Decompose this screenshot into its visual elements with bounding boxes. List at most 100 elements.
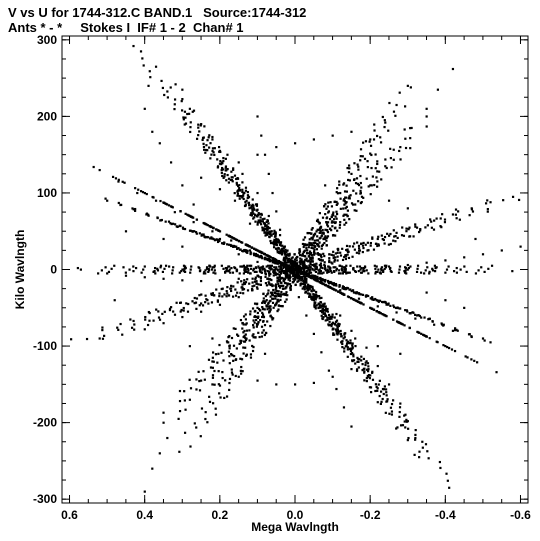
data-point [160,79,163,83]
data-point [430,226,433,229]
data-point [277,294,281,298]
data-point [259,216,262,219]
data-point [212,226,215,230]
data-point [295,263,298,266]
data-point [198,232,201,235]
data-point [371,378,375,381]
data-point [454,208,458,211]
data-point [223,241,226,244]
data-point [284,250,287,254]
data-point [214,413,218,416]
data-point [283,265,286,268]
data-point [211,138,214,141]
data-point [268,282,271,285]
data-point [230,371,234,374]
data-point [323,267,327,270]
data-point [183,431,187,434]
data-point [246,194,250,197]
data-point [352,359,356,362]
data-point [305,247,308,250]
data-point [290,269,293,272]
data-point [253,214,257,217]
data-point [307,252,311,255]
data-point [225,395,229,398]
data-point [358,358,361,361]
data-point [343,268,346,271]
data-point [235,245,238,248]
data-point [290,264,293,267]
data-point [321,307,325,310]
data-point [322,237,325,241]
data-point [374,297,377,301]
data-point [259,277,262,280]
data-point [302,272,305,275]
data-point [189,130,192,134]
data-point [79,268,82,271]
data-point [268,227,271,230]
data-point [293,253,296,256]
data-point [352,298,356,301]
data-point [375,310,378,313]
data-point [258,270,262,273]
data-point [313,274,316,277]
data-point [199,124,202,127]
data-point [326,235,330,238]
data-point [132,270,135,273]
data-point [278,228,282,231]
data-point [465,270,468,273]
data-point [266,270,269,273]
data-point [389,232,392,236]
data-point [251,281,254,284]
data-point [240,372,243,375]
data-point [244,318,247,321]
data-point [249,252,252,256]
data-point [255,315,258,318]
data-point [261,226,264,229]
data-point [172,266,175,269]
data-point [288,279,292,282]
data-point [470,358,473,361]
data-point [431,269,435,272]
data-point [182,264,186,267]
data-point [346,214,349,218]
data-point [143,265,146,268]
data-point [256,191,259,195]
data-point [414,317,417,320]
data-point [238,186,241,190]
data-point [184,266,187,270]
data-point [345,248,348,252]
data-point [343,347,346,350]
data-point [259,309,262,312]
data-point [182,306,185,310]
data-point [372,248,376,251]
data-point [204,272,207,275]
data-point [361,369,364,372]
data-point [382,238,385,242]
data-point [235,269,239,272]
data-point [426,450,429,453]
data-point [355,291,359,294]
data-point [405,272,408,275]
data-point [279,304,282,308]
data-point [269,241,273,245]
data-point [403,324,406,327]
data-point [457,210,460,213]
data-point [251,210,254,213]
data-point [379,390,383,393]
data-point [231,373,234,376]
data-point [283,292,286,295]
data-point [256,260,259,264]
data-point [319,276,322,280]
data-point [195,378,198,381]
data-point [315,290,318,294]
data-point [235,238,238,241]
data-point [335,212,339,216]
data-point [195,307,198,310]
data-point [227,341,230,344]
data-point [222,267,225,270]
data-point [477,269,480,272]
data-point [309,274,312,278]
data-point [148,319,151,322]
data-point [331,375,334,378]
data-point [318,241,321,244]
